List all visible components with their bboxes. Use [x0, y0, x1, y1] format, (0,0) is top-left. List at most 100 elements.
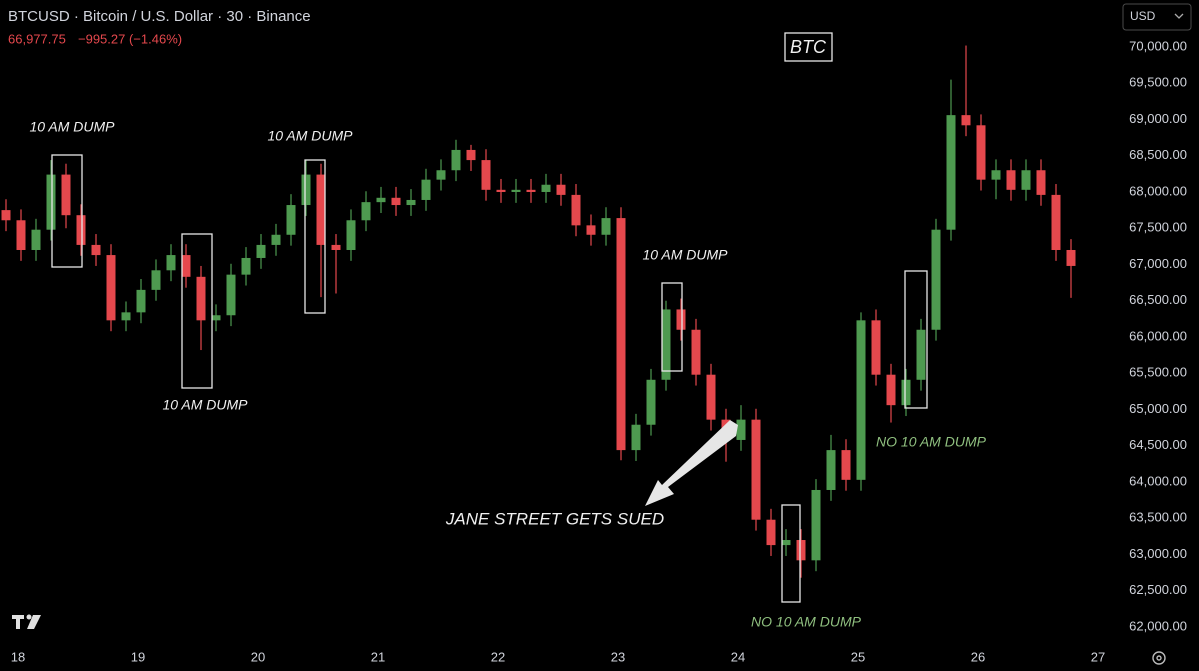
candle-body: [556, 184, 566, 195]
candle-body: [31, 229, 41, 250]
y-tick-label: 63,000.00: [1129, 546, 1187, 561]
box: [781, 504, 801, 603]
logo-part: [16, 615, 20, 629]
x-tick-label: 21: [371, 649, 385, 664]
annotation: BTC: [790, 37, 827, 57]
candle-body: [916, 329, 926, 380]
y-tick-label: 65,000.00: [1129, 401, 1187, 416]
candle-body: [616, 218, 626, 451]
candle-body: [856, 320, 866, 480]
candle-body: [976, 125, 986, 180]
annotation: 10 AM DUMP: [642, 247, 728, 263]
candle-body: [691, 329, 701, 375]
logo-part: [26, 614, 32, 620]
candle-body: [796, 540, 806, 561]
candle-body: [151, 270, 161, 290]
y-tick-label: 69,500.00: [1129, 75, 1187, 90]
chart-title: BTCUSD · Bitcoin / U.S. Dollar · 30 · Bi…: [8, 8, 311, 25]
candle-body: [481, 160, 491, 190]
x-tick-label: 18: [11, 649, 25, 664]
candle-body: [1021, 170, 1031, 190]
y-tick-label: 66,000.00: [1129, 328, 1187, 343]
x-tick-label: 25: [851, 649, 865, 664]
candle-body: [136, 289, 146, 313]
currency-dropdown[interactable]: [1122, 3, 1192, 31]
box: [784, 32, 833, 62]
candle-body: [1051, 194, 1061, 250]
candle-body: [781, 540, 791, 546]
candle-body: [631, 424, 641, 451]
gear[interactable]: [1152, 651, 1166, 665]
candle-body: [286, 205, 296, 235]
box: [661, 282, 683, 372]
candle-body: [226, 274, 236, 316]
candle-body: [1066, 249, 1076, 266]
dropdown-caret: [1174, 13, 1184, 19]
candle-body: [751, 419, 761, 520]
candle-body: [571, 194, 581, 226]
candle-body: [826, 450, 836, 490]
x-tick-label: 27: [1091, 649, 1105, 664]
y-tick-label: 63,500.00: [1129, 510, 1187, 525]
candle-body: [871, 320, 881, 375]
box: [304, 159, 326, 314]
y-tick-label: 66,500.00: [1129, 292, 1187, 307]
y-tick-label: 65,500.00: [1129, 365, 1187, 380]
y-tick-label: 62,500.00: [1129, 582, 1187, 597]
candle-body: [271, 234, 281, 245]
y-tick-label: 70,000.00: [1129, 38, 1187, 53]
candle-body: [661, 309, 671, 380]
candle-body: [451, 149, 461, 171]
candle-body: [211, 315, 221, 321]
highlight-boxes: [51, 32, 928, 603]
candle-body: [1, 210, 11, 221]
settings-icon[interactable]: [1152, 651, 1166, 665]
candle-body: [391, 197, 401, 206]
candle-body: [961, 115, 971, 126]
candle-body: [931, 229, 941, 330]
candle-body: [166, 255, 176, 271]
candle-body: [646, 379, 656, 425]
candle-body: [766, 519, 776, 546]
candle-body: [241, 257, 251, 275]
candle-body: [376, 197, 386, 203]
candle-body: [301, 174, 311, 206]
candle-body: [946, 115, 956, 230]
x-tick-label: 19: [131, 649, 145, 664]
candle-body: [511, 189, 521, 192]
candle-body: [46, 174, 56, 230]
candle-body: [181, 255, 191, 277]
x-tick-label: 23: [611, 649, 625, 664]
box: [181, 233, 213, 389]
candle-body: [91, 244, 101, 256]
candle-body: [541, 184, 551, 192]
logo-part: [27, 615, 41, 629]
y-tick-label: 68,500.00: [1129, 147, 1187, 162]
currency-label[interactable]: USD: [1130, 9, 1156, 23]
candle-body: [586, 225, 596, 235]
annotation: 10 AM DUMP: [267, 128, 353, 144]
x-tick-label: 26: [971, 649, 985, 664]
x-tick-label: 22: [491, 649, 505, 664]
candle-body: [466, 149, 476, 161]
box: [904, 270, 928, 409]
y-tick-label: 64,000.00: [1129, 473, 1187, 488]
candle-body: [811, 489, 821, 561]
candle-body: [901, 379, 911, 406]
candle-body: [76, 215, 86, 245]
candle-body: [346, 220, 356, 250]
tv-logo: [12, 614, 41, 629]
x-tick-label: 24: [731, 649, 745, 664]
candle-body: [526, 189, 536, 192]
candle-body: [841, 450, 851, 480]
gear-center[interactable]: [1156, 655, 1162, 661]
candle-body: [316, 174, 326, 245]
candle-body: [436, 170, 446, 180]
candle-body: [601, 218, 611, 235]
candle-body: [991, 170, 1001, 180]
candle-body: [331, 244, 341, 250]
candle-body: [196, 276, 206, 321]
candle-body: [106, 255, 116, 321]
y-tick-label: 62,000.00: [1129, 618, 1187, 633]
